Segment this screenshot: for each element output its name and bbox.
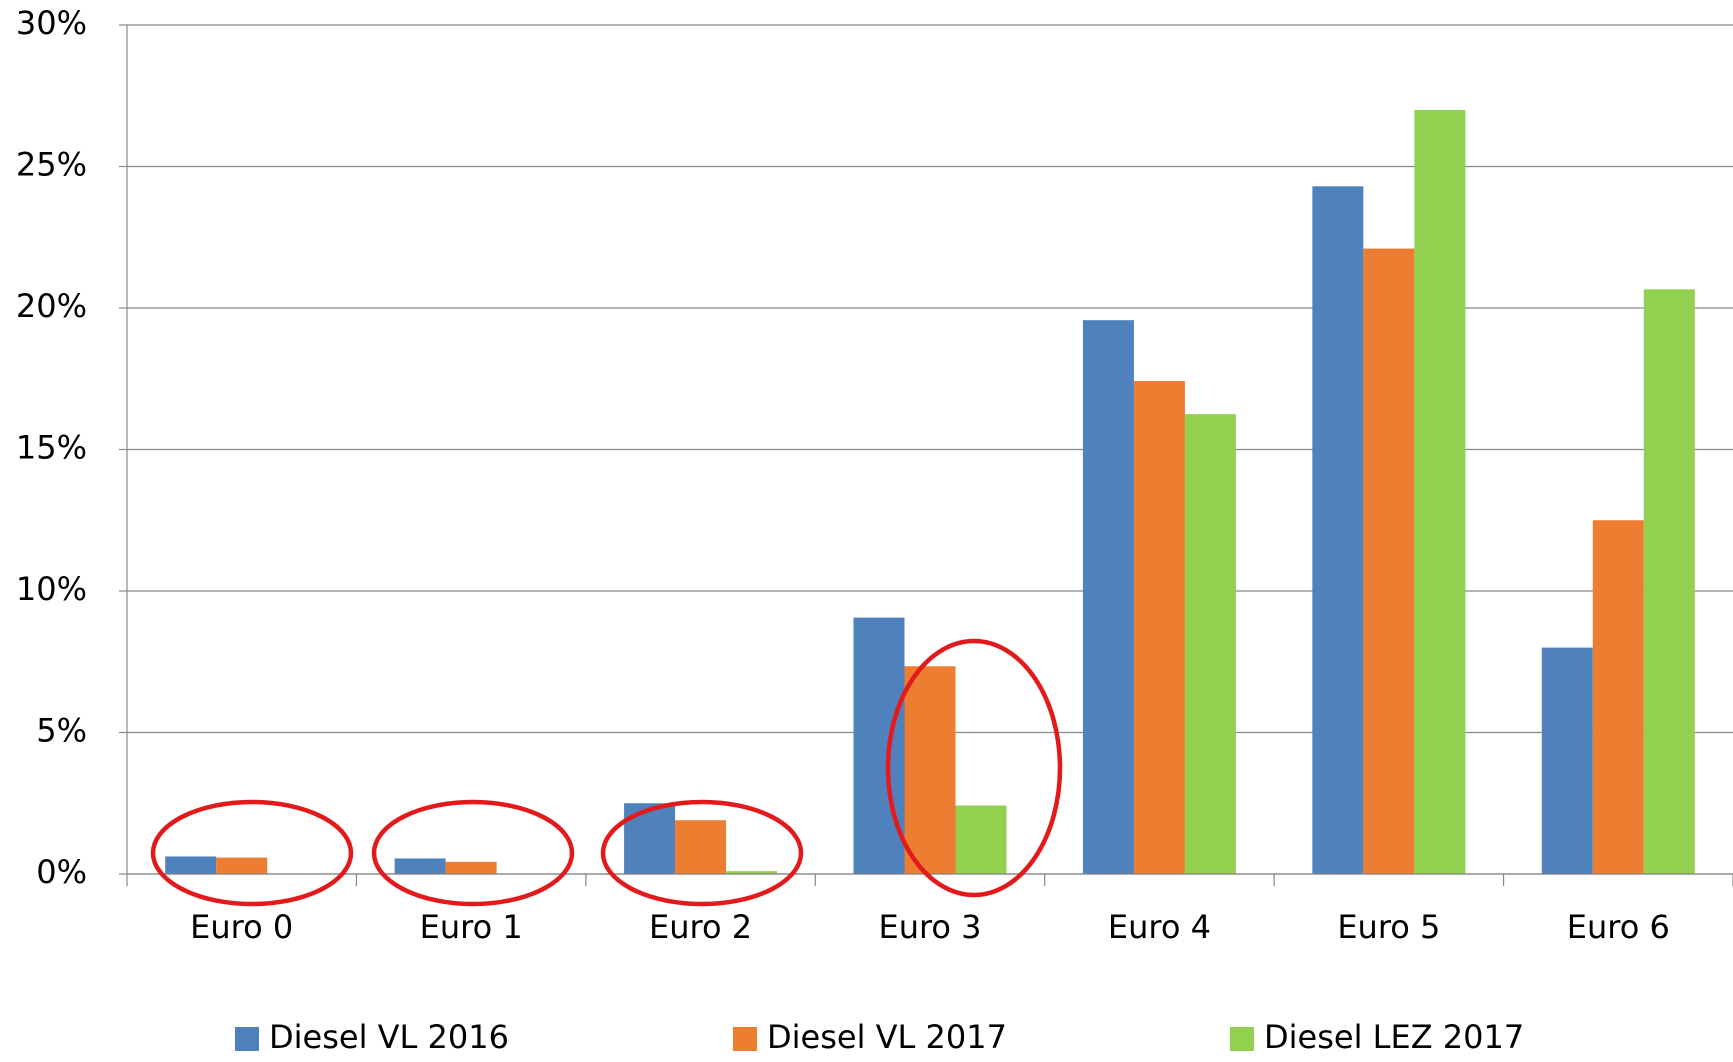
x-tick-label: Euro 6 bbox=[1567, 908, 1670, 946]
highlight-ellipse bbox=[371, 799, 575, 907]
bar bbox=[445, 861, 497, 874]
bar bbox=[1312, 186, 1364, 874]
bar bbox=[394, 858, 446, 874]
x-tick-label: Euro 3 bbox=[878, 908, 981, 946]
bar bbox=[675, 820, 727, 874]
legend-swatch bbox=[235, 1027, 259, 1051]
highlight-ellipse bbox=[885, 638, 1063, 898]
legend-label: Diesel LEZ 2017 bbox=[1264, 1018, 1524, 1056]
legend-label: Diesel VL 2017 bbox=[767, 1018, 1007, 1056]
legend-swatch bbox=[1230, 1027, 1254, 1051]
y-tick-label: 20% bbox=[16, 287, 87, 325]
bar bbox=[1643, 289, 1695, 874]
bar bbox=[1184, 414, 1236, 874]
y-tick-label: 10% bbox=[16, 570, 87, 608]
legend-swatch bbox=[733, 1027, 757, 1051]
bar bbox=[1592, 520, 1644, 874]
bar bbox=[1414, 109, 1466, 874]
bar bbox=[1363, 248, 1415, 874]
y-tick-label: 25% bbox=[16, 146, 87, 184]
x-tick-label: Euro 0 bbox=[190, 908, 293, 946]
bar bbox=[955, 805, 1007, 874]
x-tick-label: Euro 2 bbox=[649, 908, 752, 946]
y-tick-label: 15% bbox=[16, 429, 87, 467]
highlight-ellipse bbox=[600, 799, 804, 907]
bar bbox=[165, 856, 217, 874]
x-tick-label: Euro 5 bbox=[1337, 908, 1440, 946]
bar bbox=[853, 617, 905, 874]
highlight-ellipse bbox=[150, 799, 354, 907]
legend-label: Diesel VL 2016 bbox=[269, 1018, 509, 1056]
bar bbox=[904, 666, 956, 874]
bar bbox=[216, 857, 268, 874]
bar bbox=[1133, 381, 1185, 874]
x-tick-label: Euro 1 bbox=[420, 908, 523, 946]
annotations bbox=[150, 638, 1063, 907]
bar bbox=[624, 803, 676, 874]
bar bbox=[726, 871, 778, 874]
x-tick-label: Euro 4 bbox=[1108, 908, 1211, 946]
y-tick-label: 30% bbox=[16, 4, 87, 42]
bar bbox=[1082, 320, 1134, 874]
y-tick-label: 0% bbox=[36, 853, 87, 891]
y-tick-label: 5% bbox=[36, 712, 87, 750]
bar bbox=[1541, 647, 1593, 874]
